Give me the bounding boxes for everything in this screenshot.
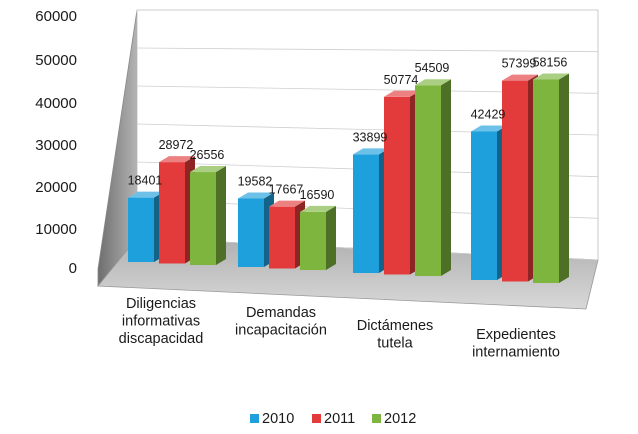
bar-side (559, 73, 569, 283)
bar-2010-1 (238, 198, 264, 267)
bar-top (533, 73, 569, 80)
data-label: 33899 (353, 130, 388, 144)
legend-swatch-2011 (312, 414, 321, 423)
bar-2010-2 (353, 154, 379, 273)
data-label: 28972 (159, 138, 194, 152)
bar-2011-1 (269, 206, 295, 269)
bar-top (415, 79, 451, 86)
x-category-label: Diligencias (126, 296, 196, 312)
legend-label: 2010 (262, 411, 294, 427)
x-category-label: Expedientes (476, 327, 556, 343)
x-category-label: internamiento (472, 344, 560, 360)
y-tick-label: 20000 (35, 179, 77, 196)
x-category-label: Dictámenes (357, 318, 434, 334)
bar-top (502, 74, 538, 81)
x-category-label: tutela (377, 335, 413, 351)
gridline (136, 47, 599, 53)
bar-2011-0 (159, 162, 185, 264)
y-tick-label: 60000 (35, 8, 77, 25)
data-label: 26556 (190, 148, 225, 162)
bar-2011-2 (384, 96, 410, 275)
data-label: 54509 (415, 61, 450, 75)
legend-swatch-2012 (372, 414, 381, 423)
data-label: 16590 (300, 188, 335, 202)
data-label: 50774 (384, 73, 419, 87)
bar-top (159, 156, 195, 163)
data-label: 42429 (471, 107, 506, 121)
bar-top (238, 192, 274, 199)
x-category-label: Demandas (246, 305, 316, 321)
legend: 2010 2011 2012 (250, 411, 416, 427)
y-tick-label: 10000 (35, 221, 77, 238)
bar-side (441, 79, 451, 276)
legend-label: 2011 (324, 411, 355, 427)
bar-2010-3 (471, 131, 497, 280)
bar-top (471, 125, 507, 132)
x-category-label: incapacitación (235, 322, 327, 338)
bar-side (326, 205, 336, 270)
bar-side (216, 166, 226, 265)
bar-2012-2 (415, 85, 441, 276)
y-tick-label: 40000 (35, 95, 77, 112)
bar-top (300, 205, 336, 212)
bar-top (190, 166, 226, 173)
x-category-label: discapacidad (119, 331, 204, 347)
bar-2010-0 (128, 197, 154, 262)
data-label: 18401 (128, 174, 163, 188)
x-category-label: informativas (122, 313, 200, 329)
data-label: 58156 (533, 55, 568, 69)
bar-top (128, 191, 164, 198)
bar-2012-0 (190, 172, 216, 265)
y-axis: 0 10000 20000 30000 40000 50000 60000 (35, 8, 77, 277)
bar-2012-3 (533, 79, 559, 283)
y-tick-label: 30000 (35, 137, 77, 154)
bar-top (353, 148, 389, 155)
bar-top (269, 200, 305, 207)
bars (128, 73, 569, 283)
y-tick-label: 50000 (35, 52, 77, 69)
bar-top (384, 90, 420, 97)
bar-2011-3 (502, 80, 528, 282)
y-tick-label: 0 (69, 260, 77, 277)
data-label: 17667 (269, 183, 304, 197)
legend-swatch-2010 (250, 414, 259, 423)
data-label: 57399 (502, 57, 537, 71)
legend-label: 2012 (384, 411, 416, 427)
bar-2012-1 (300, 211, 326, 270)
data-label: 19582 (238, 174, 273, 188)
